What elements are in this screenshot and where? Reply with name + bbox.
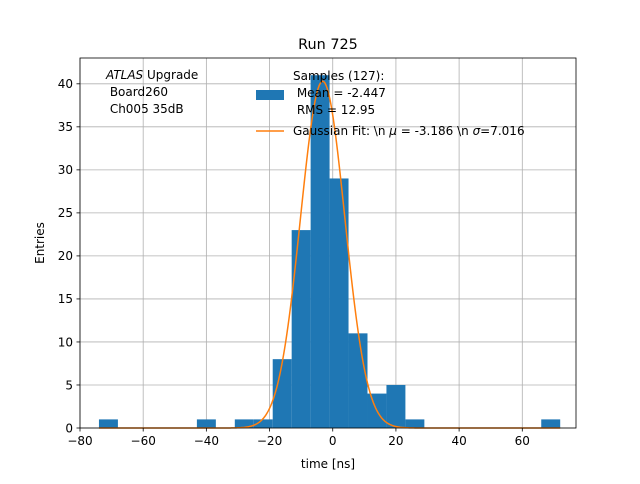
y-tick-label: 25 (58, 206, 73, 220)
y-tick-label: 5 (65, 378, 73, 392)
x-axis-label: time [ns] (301, 457, 355, 471)
histogram-bar (310, 75, 330, 429)
histogram-bar (329, 178, 349, 428)
annotation-upgrade: Upgrade (143, 68, 198, 82)
histogram-bar (196, 419, 216, 428)
y-tick-label: 35 (58, 120, 73, 134)
y-tick-label: 15 (58, 292, 73, 306)
x-tick-label: 60 (515, 434, 530, 448)
annotation-line-3: Ch005 35dB (106, 102, 184, 116)
x-tick-label: −60 (131, 434, 156, 448)
legend-hist-line-3: RMS = 12.95 (293, 103, 375, 117)
y-tick-label: 30 (58, 163, 73, 177)
x-tick-label: −80 (67, 434, 92, 448)
annotation-line-2: Board260 (106, 85, 168, 99)
histogram-bar (253, 419, 273, 428)
y-tick-label: 20 (58, 249, 73, 263)
legend-fit-prefix: Gaussian Fit: \n (293, 124, 389, 138)
legend-hist-line-2: Mean = -2.447 (293, 86, 386, 100)
legend-fit-mid: = -3.186 \n (397, 124, 473, 138)
legend: Samples (127): Mean = -2.447 RMS = 12.95… (256, 69, 525, 138)
x-tick-label: 0 (329, 434, 337, 448)
x-tick-label: 40 (451, 434, 466, 448)
y-axis-label: Entries (33, 222, 47, 264)
legend-fit-mu: μ (388, 124, 397, 138)
legend-hist-line-1: Samples (127): (293, 69, 384, 83)
atlas-annotation: ATLAS Upgrade Board260 Ch005 35dB (105, 68, 198, 116)
chart-title: Run 725 (298, 37, 358, 53)
y-tick-label: 0 (65, 421, 73, 435)
histogram-bar (386, 384, 406, 428)
annotation-line-1: ATLAS Upgrade (105, 68, 198, 82)
legend-hist-swatch (256, 90, 284, 100)
histogram-bar (98, 419, 118, 428)
y-tick-label: 10 (58, 335, 73, 349)
histogram-bar (405, 419, 425, 428)
legend-fit-label: Gaussian Fit: \n μ = -3.186 \n σ=7.016 (293, 124, 525, 138)
histogram-bar (348, 333, 368, 428)
plot-frame (79, 57, 577, 429)
histogram-bars (98, 75, 561, 429)
histogram-bar (291, 230, 311, 428)
histogram-bar (541, 419, 561, 428)
histogram-bar (272, 359, 292, 428)
histogram-bar (234, 419, 254, 428)
annotation-atlas-italic: ATLAS (105, 68, 144, 82)
y-tick-label: 40 (58, 77, 73, 91)
legend-fit-sigma: σ (473, 124, 481, 138)
x-tick-label: −40 (194, 434, 219, 448)
x-tick-label: −20 (257, 434, 282, 448)
x-axis-ticks: −80 −60 −40 −20 0 20 40 60 (67, 428, 530, 448)
x-tick-label: 20 (388, 434, 403, 448)
y-axis-ticks: 0 5 10 15 20 25 30 35 40 (58, 77, 80, 435)
legend-fit-suffix: =7.016 (480, 124, 524, 138)
